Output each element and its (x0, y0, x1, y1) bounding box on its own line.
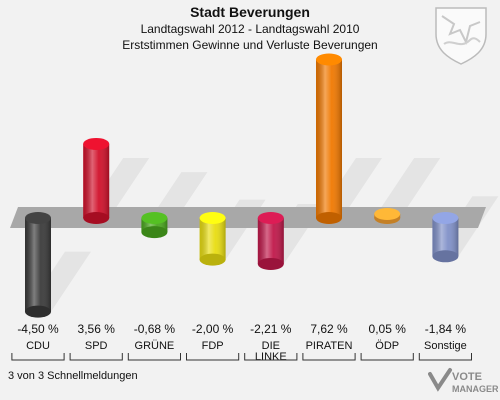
value-label: 0,05 % (369, 322, 407, 336)
votemanager-logo: VOTE MANAGER (428, 368, 498, 394)
category-bracket (127, 353, 181, 361)
bar-piraten (316, 53, 342, 224)
category-bracket (418, 353, 472, 361)
zero-baseline (10, 207, 486, 228)
bar-fdp (199, 212, 226, 266)
chart-title: Stadt Beverungen (190, 4, 310, 20)
category-bracket (11, 353, 65, 361)
category-bracket (360, 353, 414, 361)
category-label: GRÜNE (135, 340, 175, 352)
category-label: CDU (26, 340, 50, 352)
footer-note: 3 von 3 Schnellmeldungen (8, 370, 138, 382)
bar-cdu (25, 212, 51, 318)
svg-text:MANAGER: MANAGER (452, 384, 498, 394)
svg-text:VOTE: VOTE (452, 371, 482, 383)
category-label: ÖDP (375, 340, 399, 352)
value-label: -0,68 % (134, 322, 176, 336)
category-label: Sonstige (424, 340, 467, 352)
category-label: SPD (85, 340, 108, 352)
category-bracket (302, 353, 356, 361)
baseline-band-shape (10, 207, 486, 228)
bar-grüne (141, 212, 168, 239)
value-label: 3,56 % (78, 322, 116, 336)
bar-ödp (374, 208, 401, 224)
bar-shadow (374, 158, 441, 218)
value-label: -2,21 % (250, 322, 292, 336)
category-label: FDP (202, 340, 224, 352)
bar-die-linke (257, 212, 284, 270)
category-label: PIRATEN (306, 340, 353, 352)
value-label: 7,62 % (310, 322, 348, 336)
category-bracket (244, 353, 298, 361)
value-label: -4,50 % (17, 322, 59, 336)
chart-subtitle-2: Erststimmen Gewinne und Verluste Beverun… (122, 38, 378, 52)
category-bracket (186, 353, 240, 361)
bar-sonstige (432, 212, 459, 263)
bar-spd (83, 137, 110, 224)
chart-subtitle: Landtagswahl 2012 - Landtagswahl 2010 (140, 22, 360, 36)
value-label: -1,84 % (425, 322, 467, 336)
coat-of-arms-icon (435, 7, 487, 65)
category-bracket (69, 353, 123, 361)
value-label: -2,00 % (192, 322, 234, 336)
